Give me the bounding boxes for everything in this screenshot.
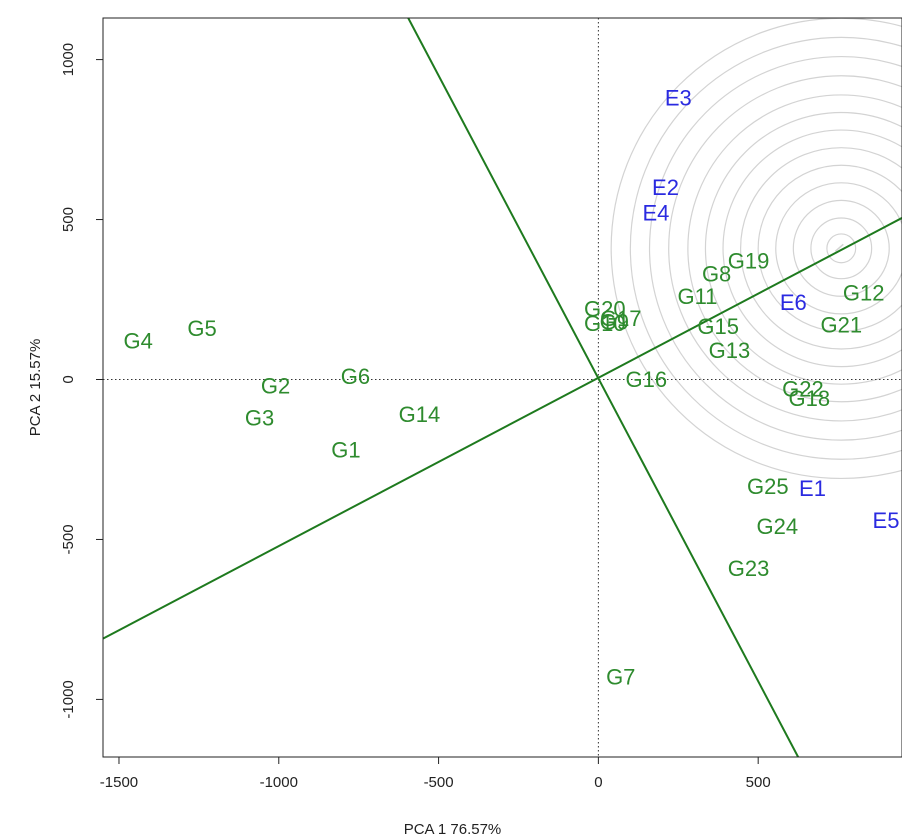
y-axis-title: PCA 2 15.57% bbox=[27, 339, 44, 437]
genotype-label-g11: G11 bbox=[677, 284, 717, 309]
x-tick-label: -1000 bbox=[260, 774, 298, 791]
genotype-label-g25: G25 bbox=[747, 474, 789, 499]
environment-label-e6: E6 bbox=[780, 290, 807, 315]
perpendicular-axis bbox=[407, 18, 800, 757]
y-tick-label: -1000 bbox=[60, 680, 77, 718]
x-tick-label: 0 bbox=[594, 774, 602, 791]
genotype-label-g24: G24 bbox=[757, 514, 799, 539]
ideal-circle bbox=[740, 147, 902, 350]
ideal-circle bbox=[792, 199, 890, 297]
biplot-axis-lines bbox=[103, 18, 902, 757]
y-tick-label: 0 bbox=[60, 375, 77, 383]
ideal-point-arrow bbox=[834, 243, 844, 252]
zero-reference-lines bbox=[103, 18, 902, 757]
ideal-circle bbox=[668, 75, 902, 422]
genotype-label-g13: G13 bbox=[709, 338, 751, 363]
average-environment-axis bbox=[103, 217, 902, 640]
genotype-label-g22: G22 bbox=[782, 377, 824, 402]
genotype-label-g23: G23 bbox=[728, 556, 770, 581]
environment-label-e4: E4 bbox=[642, 201, 669, 226]
genotype-label-g5: G5 bbox=[187, 316, 216, 341]
environment-label-e5: E5 bbox=[873, 508, 900, 533]
environment-label-e1: E1 bbox=[799, 476, 826, 501]
genotype-label-g20: G20 bbox=[584, 297, 626, 322]
genotype-label-g8: G8 bbox=[702, 261, 731, 286]
axes: -1500 -1000 -500 0 500 -1000 -500 0 500 1000 bbox=[60, 43, 771, 791]
ideal-circle bbox=[826, 233, 857, 264]
x-tick-label: -500 bbox=[424, 774, 454, 791]
genotype-label-g4: G4 bbox=[123, 329, 152, 354]
ideal-circle bbox=[629, 36, 902, 460]
genotype-label-g17: G17 bbox=[600, 306, 642, 331]
genotype-label-g9: G9 bbox=[600, 309, 629, 334]
genotype-label-g18: G18 bbox=[789, 386, 831, 411]
y-tick-label: -500 bbox=[60, 524, 77, 554]
genotype-label-g3: G3 bbox=[245, 405, 274, 430]
ideal-circle bbox=[704, 111, 902, 385]
ideal-circle bbox=[757, 164, 902, 333]
genotype-label-g10: G10 bbox=[584, 311, 626, 336]
genotype-label-g16: G16 bbox=[626, 367, 668, 392]
genotype-label-g6: G6 bbox=[341, 364, 370, 389]
x-tick-label: -1500 bbox=[100, 774, 138, 791]
ideal-circle bbox=[810, 217, 873, 280]
genotype-label-g7: G7 bbox=[606, 665, 635, 690]
genotype-label-g21: G21 bbox=[820, 313, 862, 338]
y-tick-label: 1000 bbox=[60, 43, 77, 76]
genotype-label-g12: G12 bbox=[843, 281, 885, 306]
ideal-circle bbox=[722, 129, 902, 368]
ideal-circle bbox=[648, 56, 902, 441]
y-tick-label: 500 bbox=[60, 207, 77, 232]
ideal-circle bbox=[775, 182, 902, 315]
genotype-label-g2: G2 bbox=[261, 373, 290, 398]
genotype-label-g15: G15 bbox=[697, 314, 739, 339]
x-axis-title: PCA 1 76.57% bbox=[404, 821, 502, 838]
environment-label-e3: E3 bbox=[665, 85, 692, 110]
genotype-label-g1: G1 bbox=[331, 437, 360, 462]
plot-frame bbox=[102, 17, 902, 758]
x-tick-label: 500 bbox=[746, 774, 771, 791]
environment-label-e2: E2 bbox=[652, 175, 679, 200]
genotype-label-g14: G14 bbox=[399, 402, 441, 427]
ideal-circle bbox=[687, 94, 902, 403]
genotype-label-g19: G19 bbox=[728, 249, 770, 274]
